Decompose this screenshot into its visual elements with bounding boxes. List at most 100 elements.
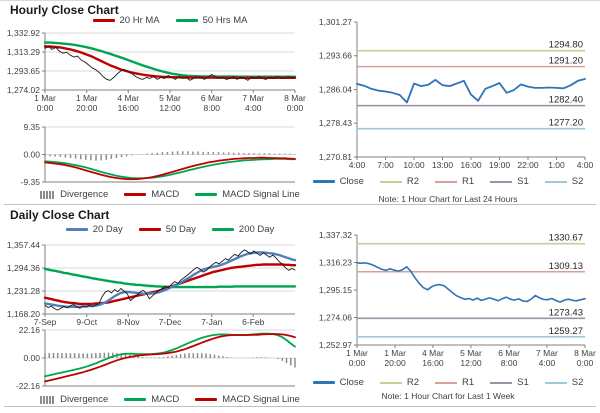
legend-swatch-icon (40, 190, 56, 199)
svg-text:1294.80: 1294.80 (549, 40, 583, 51)
svg-text:1,357.44: 1,357.44 (7, 240, 40, 250)
svg-text:4:00: 4:00 (577, 160, 594, 170)
legend-swatch-icon (195, 398, 218, 401)
top-border (0, 0, 600, 1)
legend-item-close: Close (312, 176, 364, 187)
legend-swatch-icon (379, 381, 402, 384)
svg-text:22.16: 22.16 (19, 325, 41, 335)
svg-text:1:00: 1:00 (548, 160, 565, 170)
legend-swatch-icon (195, 193, 218, 196)
svg-text:9-Oct: 9-Oct (76, 317, 97, 327)
svg-text:8 Mar: 8 Mar (284, 93, 306, 103)
legend-label: Divergence (60, 189, 109, 200)
svg-text:1,231.28: 1,231.28 (7, 286, 40, 296)
legend-item-macd-signal-line: MACD Signal Line (195, 394, 300, 405)
svg-text:1,270.81: 1,270.81 (319, 152, 352, 162)
legend-label: Close (339, 176, 364, 187)
svg-text:-22.16: -22.16 (16, 381, 40, 391)
svg-text:4 Mar: 4 Mar (422, 348, 444, 358)
legend-swatch-icon (92, 19, 115, 22)
legend-label: 50 Hrs MA (202, 15, 248, 26)
hourly-macd-chart: 9.35 0.00 -9.35 (21, 122, 296, 187)
svg-text:0:00: 0:00 (349, 358, 366, 368)
legend-swatch-icon (211, 228, 234, 231)
svg-text:0:00: 0:00 (287, 103, 304, 113)
svg-text:1,293.65: 1,293.65 (7, 66, 40, 76)
svg-text:16:00: 16:00 (118, 103, 140, 113)
svg-text:1,316.23: 1,316.23 (319, 258, 352, 268)
legend-item-r1: R1 (435, 377, 474, 388)
svg-text:1,313.29: 1,313.29 (7, 47, 40, 57)
legend-label: S2 (571, 176, 584, 187)
legend-item-200-day: 200 Day (211, 224, 275, 235)
legend-swatch-icon (124, 193, 147, 196)
svg-text:7:00: 7:00 (377, 160, 394, 170)
svg-text:1277.20: 1277.20 (549, 118, 583, 129)
legend-label: MACD Signal Line (222, 189, 300, 200)
svg-text:10:00: 10:00 (403, 160, 425, 170)
legend-item-20-hr-ma: 20 Hr MA (92, 15, 160, 26)
svg-text:1,286.04: 1,286.04 (319, 85, 352, 95)
svg-text:1309.13: 1309.13 (549, 261, 583, 272)
legend-label: Divergence (60, 394, 109, 405)
svg-text:1 Mar: 1 Mar (76, 93, 98, 103)
legend-item-r2: R2 (379, 176, 419, 187)
svg-text:1,293.66: 1,293.66 (319, 51, 352, 61)
hourly-macd-legend: Divergence MACD MACD Signal Line (40, 189, 300, 200)
svg-text:12:00: 12:00 (460, 358, 482, 368)
mid-divider (4, 204, 596, 205)
svg-text:7-Dec: 7-Dec (159, 317, 182, 327)
legend-swatch-icon (544, 180, 567, 183)
svg-text:1,337.32: 1,337.32 (319, 230, 352, 240)
legend-swatch-icon (312, 180, 335, 183)
svg-text:1,294.36: 1,294.36 (7, 263, 40, 273)
svg-text:22:00: 22:00 (517, 160, 539, 170)
svg-text:13:00: 13:00 (432, 160, 454, 170)
svg-text:-9.35: -9.35 (21, 177, 41, 187)
svg-text:12:00: 12:00 (159, 103, 181, 113)
svg-text:4:00: 4:00 (539, 358, 556, 368)
legend-item-macd: MACD (124, 189, 179, 200)
legend-swatch-icon (379, 180, 402, 183)
pivot-week-chart: 1,337.32 1,316.23 1,295.15 1,274.06 1,252.97… (319, 230, 596, 368)
pivot-24h-note: Note: 1 Hour Chart for Last 24 Hours (378, 194, 518, 204)
svg-text:8-Nov: 8-Nov (117, 317, 140, 327)
legend-swatch-icon (435, 180, 458, 183)
svg-text:1,332.92: 1,332.92 (7, 28, 40, 38)
legend-label: 20 Hr MA (119, 15, 160, 26)
svg-text:19:00: 19:00 (489, 160, 511, 170)
daily-macd-chart: 22.16 0.00 -22.16 (16, 325, 296, 391)
svg-text:1282.40: 1282.40 (549, 95, 583, 106)
legend-label: 20 Day (92, 224, 123, 235)
legend-label: 200 Day (238, 224, 275, 235)
pivot-24h-legend: Close R2 R1 S1 S2 (300, 176, 596, 187)
legend-swatch-icon (124, 398, 147, 401)
svg-text:1,295.15: 1,295.15 (319, 285, 352, 295)
hourly-chart-title: Hourly Close Chart (10, 3, 119, 17)
svg-text:16:00: 16:00 (460, 160, 482, 170)
svg-text:4:00: 4:00 (349, 160, 366, 170)
legend-item-20-day: 20 Day (65, 224, 123, 235)
pivot-24h-chart: 1,301.27 1,293.66 1,286.04 1,278.43 1,270.81… (319, 17, 594, 170)
legend-label: R2 (406, 377, 420, 388)
legend-swatch-icon (490, 180, 513, 183)
daily-macd-legend: Divergence MACD MACD Signal Line (40, 394, 300, 405)
legend-item-close: Close (312, 377, 364, 388)
daily-close-chart: 1,357.44 1,294.36 1,231.28 1,168.207-Sep 9-O… (7, 240, 297, 327)
hourly-close-chart: 1,332.921,313.291,293.651,274.021 Mar0:0… (7, 28, 306, 113)
bottom-divider (4, 406, 596, 407)
svg-text:20:00: 20:00 (76, 103, 98, 113)
svg-text:1259.27: 1259.27 (549, 326, 583, 337)
svg-text:8 Mar: 8 Mar (574, 348, 596, 358)
legend-label: S1 (517, 176, 529, 187)
svg-text:1,168.20: 1,168.20 (7, 309, 40, 319)
legend-item-macd-signal-line: MACD Signal Line (195, 189, 300, 200)
svg-text:0:00: 0:00 (37, 103, 54, 113)
legend-swatch-icon (544, 381, 567, 384)
svg-text:1 Mar: 1 Mar (34, 93, 56, 103)
legend-label: 50 Day (165, 224, 196, 235)
legend-item-divergence: Divergence (40, 189, 108, 200)
legend-label: R1 (462, 377, 475, 388)
legend-item-macd: MACD (124, 394, 179, 405)
